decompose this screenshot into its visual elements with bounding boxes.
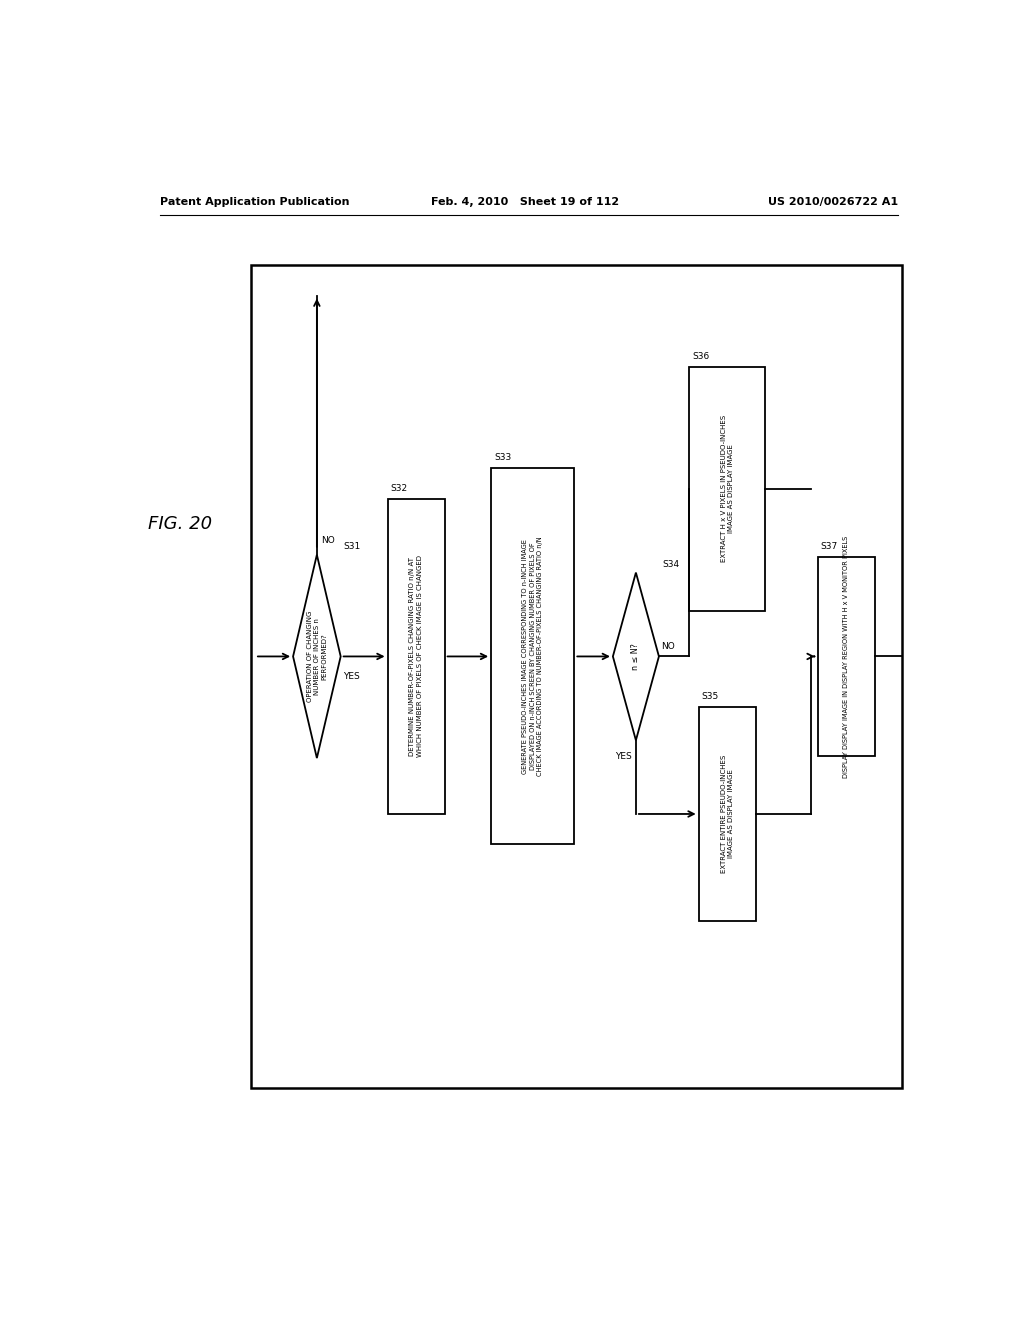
Text: DETERMINE NUMBER-OF-PIXELS CHANGING RATIO n/N AT
WHICH NUMBER OF PIXELS OF CHECK: DETERMINE NUMBER-OF-PIXELS CHANGING RATI…	[410, 556, 423, 758]
Text: EXTRACT H x V PIXELS IN PSEUDO-INCHES
IMAGE AS DISPLAY IMAGE: EXTRACT H x V PIXELS IN PSEUDO-INCHES IM…	[721, 416, 734, 562]
Text: n ≤ N?: n ≤ N?	[632, 643, 640, 669]
Text: S34: S34	[663, 560, 679, 569]
Text: Patent Application Publication: Patent Application Publication	[160, 197, 349, 207]
Text: YES: YES	[343, 672, 359, 681]
Text: S33: S33	[495, 453, 512, 462]
Text: S31: S31	[344, 541, 361, 550]
Text: S37: S37	[821, 543, 838, 552]
Bar	[698, 708, 756, 921]
Text: NO: NO	[321, 536, 335, 545]
Text: S35: S35	[701, 692, 719, 701]
Bar	[251, 265, 902, 1089]
Text: NO: NO	[662, 643, 675, 651]
Text: Feb. 4, 2010   Sheet 19 of 112: Feb. 4, 2010 Sheet 19 of 112	[431, 197, 618, 207]
Text: S32: S32	[391, 484, 408, 492]
Bar	[817, 557, 874, 755]
Text: EXTRACT ENTIRE PSEUDO-INCHES
IMAGE AS DISPLAY IMAGE: EXTRACT ENTIRE PSEUDO-INCHES IMAGE AS DI…	[721, 755, 734, 873]
Bar	[689, 367, 765, 611]
Text: YES: YES	[615, 752, 632, 762]
Text: GENERATE PSEUDO-INCHES IMAGE CORRESPONDING TO n-INCH IMAGE
DISPLAYED ON n-INCH S: GENERATE PSEUDO-INCHES IMAGE CORRESPONDI…	[522, 537, 543, 776]
Bar	[492, 469, 574, 845]
Polygon shape	[613, 573, 658, 741]
Text: OPERATION OF CHANGING
NUMBER OF INCHES n
PERFORMED?: OPERATION OF CHANGING NUMBER OF INCHES n…	[307, 611, 327, 702]
Text: DISPLAY DISPLAY IMAGE IN DISPLAY REGION WITH H x V MONITOR PIXELS: DISPLAY DISPLAY IMAGE IN DISPLAY REGION …	[843, 536, 849, 777]
Text: US 2010/0026722 A1: US 2010/0026722 A1	[768, 197, 898, 207]
Text: S36: S36	[692, 351, 710, 360]
Polygon shape	[293, 554, 341, 758]
Bar	[387, 499, 444, 814]
Text: FIG. 20: FIG. 20	[147, 515, 212, 533]
